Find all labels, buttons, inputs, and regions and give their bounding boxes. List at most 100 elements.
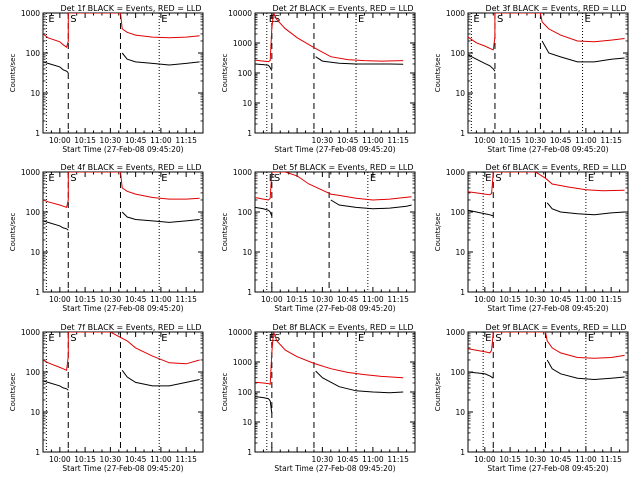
x-axis-label: Start Time (27-Feb-08 09:45:20) [487, 304, 608, 313]
x-tick-label: 11:00 [362, 455, 384, 464]
y-tick-label: 1000 [446, 168, 465, 177]
y-tick-label: 1 [460, 129, 465, 138]
y-axis-label: Counts/sec [9, 373, 17, 412]
series-line-events [468, 202, 625, 217]
x-tick-label: 11:15 [387, 455, 409, 464]
x-tick-label: 10:45 [337, 455, 359, 464]
x-axis-label: Start Time (27-Feb-08 09:45:20) [487, 145, 608, 154]
x-tick-label: 10:30 [525, 136, 547, 145]
series-line-events [255, 56, 404, 71]
x-tick-label: 11:00 [362, 136, 384, 145]
x-tick-label: 10:45 [550, 136, 572, 145]
panel-title: Det 1f BLACK = Events, RED = LLD [60, 4, 201, 13]
x-tick-label: 11:15 [387, 136, 409, 145]
x-tick-label: 11:00 [575, 295, 597, 304]
panel-6: Det 6f BLACK = Events, RED = LLD 1 10 100 10… [434, 163, 629, 313]
x-tick-label: 10:00 [49, 295, 71, 304]
marker-label: E [473, 14, 479, 25]
panel-title: Det 4f BLACK = Events, RED = LLD [60, 163, 201, 172]
x-axis-label: Start Time (27-Feb-08 09:45:20) [62, 464, 183, 473]
y-tick-label: 10000 [228, 9, 252, 18]
panel-9: Det 9f BLACK = Events, RED = LLD 1 10 100 10… [434, 323, 629, 473]
plot-frame [42, 171, 204, 293]
series-line-events [468, 40, 625, 72]
x-tick-label: 11:15 [600, 295, 622, 304]
marker-label: S [274, 333, 280, 344]
marker-label: E [588, 173, 594, 184]
marker-label: E [48, 14, 54, 25]
marker-label: E [370, 173, 376, 184]
marker-label: E [485, 173, 491, 184]
series-line-events [468, 359, 625, 381]
y-axis-label: Counts/sec [434, 54, 442, 93]
panel-title: Det 5f BLACK = Events, RED = LLD [272, 163, 413, 172]
plot-frame [467, 331, 629, 453]
y-tick-label: 100 [26, 208, 41, 217]
x-tick-label: 10:45 [550, 295, 572, 304]
y-tick-label: 100 [451, 49, 466, 58]
panel-1: Det 1f BLACK = Events, RED = LLD 1 10 100 10… [9, 4, 204, 154]
series-line-lld [255, 332, 404, 386]
y-tick-label: 1 [247, 129, 252, 138]
series-line-lld [255, 13, 404, 63]
x-tick-label: 10:00 [474, 136, 496, 145]
x-tick-label: 10:15 [74, 455, 96, 464]
y-tick-label: 1000 [233, 358, 252, 367]
series-line-lld [468, 172, 625, 196]
x-tick-label: 10:00 [49, 136, 71, 145]
x-tick-label: 10:30 [525, 295, 547, 304]
series-line-lld [468, 332, 625, 359]
x-tick-label: 10:15 [286, 295, 308, 304]
x-tick-label: 10:30 [525, 455, 547, 464]
y-tick-label: 1000 [233, 168, 252, 177]
x-axis-label: Start Time (27-Feb-08 09:45:20) [487, 464, 608, 473]
marker-label: S [70, 173, 76, 184]
panel-title: Det 6f BLACK = Events, RED = LLD [485, 163, 626, 172]
marker-label: E [358, 333, 364, 344]
panel-2: Det 2f BLACK = Events, RED = LLD 1 10 100 10… [221, 4, 416, 154]
series-line-lld [43, 172, 200, 209]
plot-frame [254, 331, 416, 453]
plot-frame [467, 171, 629, 293]
y-tick-label: 10 [30, 248, 40, 257]
y-tick-label: 1 [247, 448, 252, 457]
plot-frame [467, 12, 629, 134]
x-tick-label: 10:30 [312, 295, 334, 304]
y-tick-label: 1 [35, 448, 40, 457]
series-line-events [43, 211, 200, 231]
y-axis-label: Counts/sec [434, 373, 442, 412]
x-tick-label: 10:30 [312, 455, 334, 464]
y-axis-label: Counts/sec [9, 213, 17, 252]
y-tick-label: 10 [30, 408, 40, 417]
marker-label: S [495, 333, 501, 344]
y-tick-label: 10 [455, 89, 465, 98]
y-axis-label: Counts/sec [434, 213, 442, 252]
panel-title: Det 9f BLACK = Events, RED = LLD [485, 323, 626, 332]
marker-label: E [585, 14, 591, 25]
x-tick-label: 10:15 [499, 295, 521, 304]
x-tick-label: 11:15 [175, 295, 197, 304]
x-tick-label: 10:45 [337, 136, 359, 145]
y-tick-label: 100 [238, 208, 253, 217]
y-tick-label: 10 [242, 418, 252, 427]
series-line-lld [255, 172, 412, 201]
y-tick-label: 10 [242, 248, 252, 257]
series-line-events [43, 52, 200, 74]
x-tick-label: 10:30 [100, 455, 122, 464]
y-tick-label: 1 [460, 448, 465, 457]
y-tick-label: 1000 [21, 328, 40, 337]
series-line-events [255, 199, 412, 217]
x-tick-label: 11:00 [575, 455, 597, 464]
x-tick-label: 11:15 [600, 455, 622, 464]
x-tick-label: 10:15 [499, 455, 521, 464]
x-tick-label: 10:00 [474, 455, 496, 464]
x-tick-label: 10:30 [312, 136, 334, 145]
x-tick-label: 11:00 [575, 136, 597, 145]
x-tick-label: 10:30 [100, 136, 122, 145]
y-tick-label: 100 [238, 388, 253, 397]
marker-label: E [269, 173, 275, 184]
y-tick-label: 10 [30, 89, 40, 98]
x-tick-label: 10:30 [100, 295, 122, 304]
y-tick-label: 100 [451, 368, 466, 377]
